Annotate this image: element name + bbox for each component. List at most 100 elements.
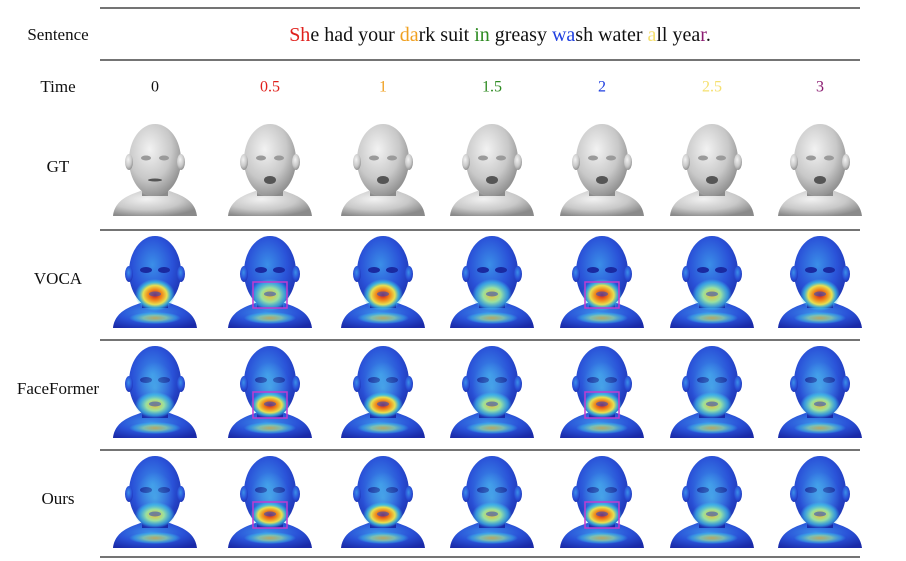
mouth [814,292,826,297]
face-render [228,456,312,548]
eye [715,267,727,273]
ear [682,376,690,392]
ear [572,266,580,282]
ear [353,154,361,170]
head [357,124,409,196]
mouth [148,179,162,182]
mouth [486,176,498,184]
eye [823,267,835,273]
mouth [596,292,608,297]
eye [140,267,152,273]
ear [682,154,690,170]
head [129,124,181,196]
face-render [341,236,425,328]
ear [682,486,690,502]
ear [292,376,300,392]
sentence-segment: e had your [310,24,399,46]
mouth [149,292,161,297]
ear [405,486,413,502]
ear [292,154,300,170]
face-render [341,456,425,548]
ear [624,376,632,392]
eye [805,267,817,273]
face-render [670,124,754,216]
mouth [264,292,276,297]
eye [369,156,379,161]
sentence-segment: greasy [490,24,552,46]
ear [514,486,522,502]
face-render [113,124,197,216]
ear [353,266,361,282]
time-label: 1 [379,79,387,96]
face-render [670,346,754,438]
eye [605,267,617,273]
ear [572,376,580,392]
ear [353,486,361,502]
sentence: She had your dark suit in greasy wash wa… [289,24,711,46]
ear [125,376,133,392]
time-label: 2 [598,79,606,96]
sentence-segment: ll yea [656,24,700,46]
sentence-segment: sh water [575,24,647,46]
neck-blob [794,422,846,434]
time-label: 3 [816,79,824,96]
row-label: FaceFormer [17,379,99,398]
ear [734,376,742,392]
mouth [814,176,826,184]
face-render [560,456,644,548]
ear [405,376,413,392]
ear [240,486,248,502]
mouth [377,176,389,184]
ear [353,376,361,392]
neck-blob [244,532,296,544]
row-label: GT [47,157,70,176]
mouth [377,292,389,297]
face-render [228,236,312,328]
mouth [486,292,498,297]
mouth [706,402,718,407]
mouth [486,402,498,407]
ear [842,154,850,170]
mouth [596,402,608,407]
neck-blob [466,532,518,544]
eye [477,267,489,273]
mouth [486,512,498,517]
row-label: Ours [41,489,74,508]
ear [292,486,300,502]
eye [158,267,170,273]
face-render [560,124,644,216]
ear [462,376,470,392]
ear [842,376,850,392]
neck-blob [576,532,628,544]
ear [842,486,850,502]
mouth [264,176,276,184]
ear [177,266,185,282]
mouth [264,512,276,517]
eye [698,156,708,161]
sentence-segment: wa [552,24,575,46]
neck-blob [244,312,296,324]
eye [387,156,397,161]
time-label: 1.5 [482,79,502,96]
ear [682,266,690,282]
ear [405,154,413,170]
mouth [596,512,608,517]
face-render [778,124,862,216]
mouth [706,176,718,184]
ear [572,154,580,170]
ear [292,266,300,282]
eye [159,156,169,161]
time-label: 0.5 [260,79,280,96]
face-render [450,346,534,438]
eye [386,267,398,273]
neck-blob [244,422,296,434]
eye [587,267,599,273]
mouth [706,512,718,517]
page: Sentence Time She had your dark suit in … [0,0,906,561]
mouth [706,292,718,297]
sentence-segment: Sh [289,24,310,46]
eye [274,156,284,161]
face-render [450,456,534,548]
head [466,124,518,196]
ear [624,486,632,502]
